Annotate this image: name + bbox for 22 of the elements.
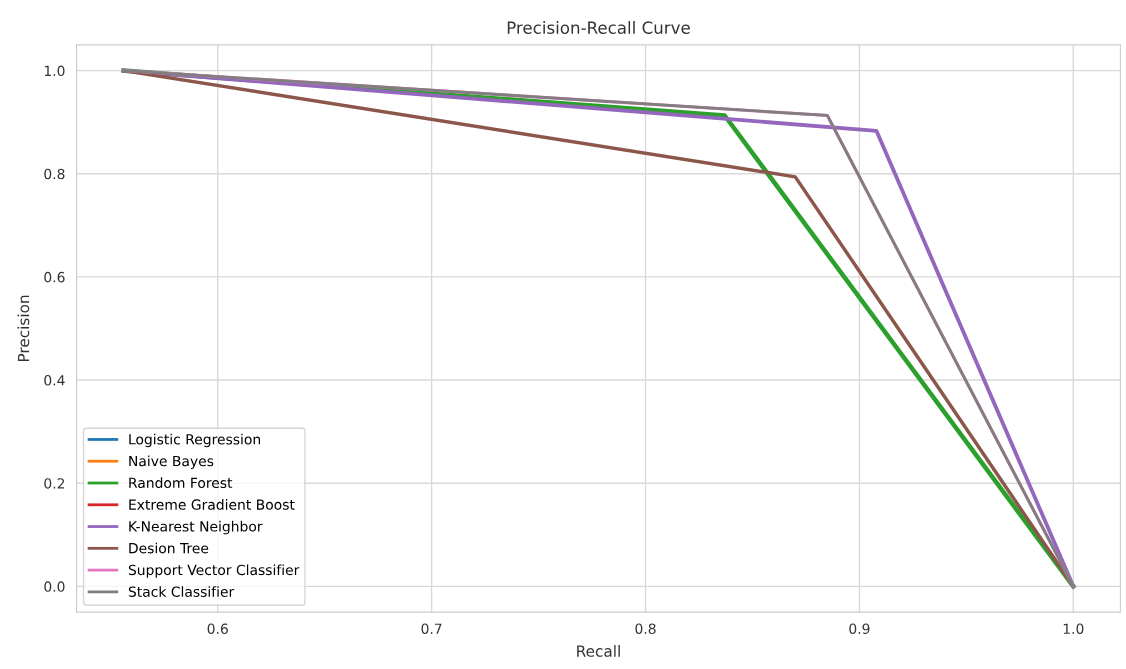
legend-label: Stack Classifier — [128, 586, 235, 597]
legend-label: Support Vector Classifier — [128, 564, 300, 578]
legend-label: Desion Tree — [129, 542, 209, 554]
y-tick-label: 0.2 — [44, 478, 65, 489]
y-axis-title: Precision — [17, 295, 30, 362]
chart-title: Precision-Recall Curve — [507, 21, 690, 34]
x-tick-label: 0.7 — [421, 623, 442, 634]
x-tick-label: 0.6 — [207, 623, 228, 634]
y-tick-label: 0.4 — [44, 375, 65, 386]
x-tick-label: 0.9 — [849, 623, 870, 634]
legend-label: Random Forest — [129, 477, 233, 489]
y-tick-label: 1.0 — [44, 65, 65, 77]
legend-label: Extreme Gradient Boost — [129, 499, 295, 510]
x-tick-label: 1.0 — [1063, 623, 1084, 634]
x-axis-title: Recall — [577, 645, 620, 657]
y-tick-label: 0.6 — [44, 271, 65, 283]
legend-label: Naive Bayes — [129, 455, 214, 469]
y-tick-label: 0.0 — [44, 581, 65, 592]
legend-label: K-Nearest Neighbor — [129, 520, 263, 535]
y-tick-label: 0.8 — [44, 168, 65, 180]
legend-label: Logistic Regression — [129, 433, 260, 448]
x-tick-label: 0.8 — [635, 623, 656, 634]
